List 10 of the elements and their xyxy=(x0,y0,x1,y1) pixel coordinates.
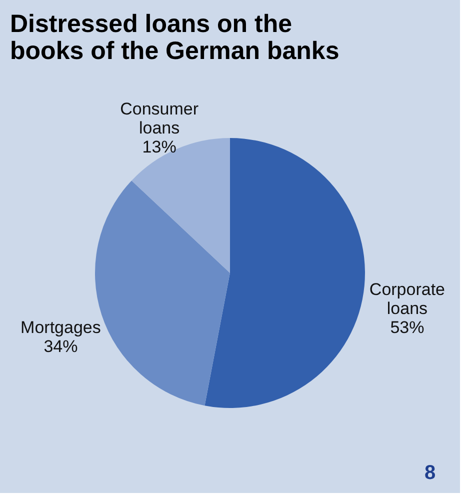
data-label: 53% xyxy=(390,318,424,337)
data-label: 34% xyxy=(44,337,78,356)
slice-label: Mortgages xyxy=(20,318,101,338)
chart-title: Distressed loans on the books of the German banks xyxy=(10,10,340,65)
text: 8 xyxy=(424,462,436,484)
slice-label: Consumer loans xyxy=(120,100,199,138)
data-label: 13% xyxy=(142,138,176,157)
slice-label: Corporate loans xyxy=(369,280,446,318)
pie-slice xyxy=(132,138,230,273)
pie-slice xyxy=(204,138,365,408)
